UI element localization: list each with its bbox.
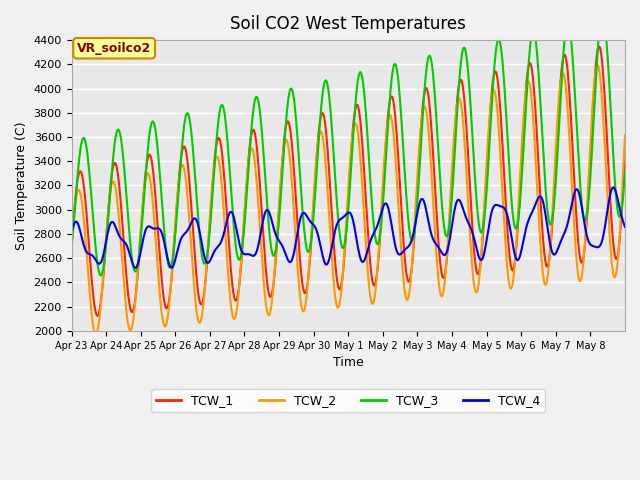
TCW_3 — [235, 257, 243, 263]
TCW_1 — [68, 243, 76, 249]
Line: TCW_2: TCW_2 — [72, 65, 625, 334]
Line: TCW_4: TCW_4 — [72, 187, 625, 268]
TCW_3 — [406, 231, 414, 237]
Y-axis label: Soil Temperature (C): Soil Temperature (C) — [15, 121, 28, 250]
TCW_1 — [406, 276, 414, 282]
TCW_2 — [68, 240, 76, 246]
TCW_1 — [595, 44, 603, 49]
TCW_4 — [133, 263, 141, 269]
Title: Soil CO2 West Temperatures: Soil CO2 West Temperatures — [230, 15, 466, 33]
TCW_1 — [284, 119, 291, 125]
TCW_4 — [262, 207, 270, 213]
TCW_4 — [437, 249, 445, 254]
TCW_3 — [284, 105, 291, 110]
TCW_2 — [235, 287, 243, 292]
TCW_4 — [610, 184, 618, 190]
TCW_2 — [92, 331, 100, 337]
TCW_1 — [93, 313, 101, 319]
TCW_2 — [621, 132, 629, 138]
TCW_4 — [621, 224, 629, 230]
TCW_3 — [262, 192, 270, 197]
TCW_3 — [621, 168, 629, 174]
Legend: TCW_1, TCW_2, TCW_3, TCW_4: TCW_1, TCW_2, TCW_3, TCW_4 — [151, 389, 545, 412]
TCW_1 — [262, 272, 270, 278]
TCW_4 — [235, 239, 243, 245]
TCW_1 — [133, 277, 141, 283]
TCW_4 — [131, 265, 139, 271]
X-axis label: Time: Time — [333, 356, 364, 369]
TCW_3 — [68, 246, 76, 252]
Text: VR_soilco2: VR_soilco2 — [77, 42, 151, 55]
TCW_3 — [437, 189, 445, 195]
TCW_3 — [97, 273, 104, 278]
TCW_1 — [235, 285, 243, 290]
TCW_3 — [599, 12, 607, 18]
TCW_2 — [437, 293, 445, 299]
Line: TCW_1: TCW_1 — [72, 47, 625, 316]
TCW_1 — [437, 266, 445, 272]
TCW_4 — [68, 230, 76, 236]
TCW_4 — [284, 255, 291, 261]
TCW_3 — [133, 264, 141, 270]
TCW_4 — [406, 241, 414, 247]
TCW_1 — [621, 146, 629, 152]
TCW_2 — [594, 62, 602, 68]
TCW_2 — [406, 285, 414, 290]
TCW_2 — [262, 305, 270, 311]
Line: TCW_3: TCW_3 — [72, 15, 625, 276]
TCW_2 — [133, 276, 141, 281]
TCW_2 — [284, 139, 291, 144]
